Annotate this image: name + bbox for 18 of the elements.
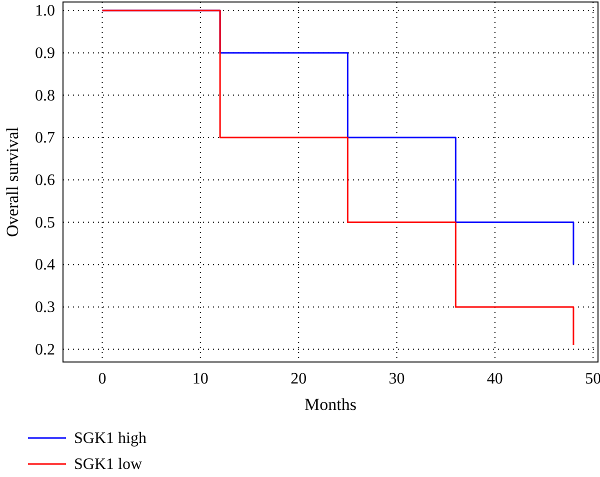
y-tick-label: 1.0 bbox=[35, 2, 55, 20]
x-tick-label: 40 bbox=[486, 370, 503, 388]
y-tick-label: 0.6 bbox=[35, 172, 55, 189]
y-tick-label: 0.3 bbox=[35, 299, 55, 316]
y-tick-label: 0.9 bbox=[35, 44, 55, 62]
x-tick-label: 20 bbox=[290, 370, 307, 388]
legend-label: SGK1 high bbox=[74, 430, 146, 447]
y-tick-label: 0.8 bbox=[35, 87, 55, 104]
y-tick-label: 0.4 bbox=[35, 256, 55, 274]
legend-label: SGK1 low bbox=[74, 456, 142, 473]
x-tick-label: 0 bbox=[98, 370, 106, 388]
x-tick-label: 10 bbox=[192, 370, 208, 388]
y-tick-label: 0.2 bbox=[35, 341, 55, 358]
y-axis-title: Overall survival bbox=[3, 126, 22, 237]
y-tick-label: 0.7 bbox=[35, 130, 55, 147]
x-tick-label: 30 bbox=[388, 370, 405, 388]
y-tick-label: 0.5 bbox=[35, 214, 55, 232]
x-axis-title: Months bbox=[304, 395, 356, 414]
